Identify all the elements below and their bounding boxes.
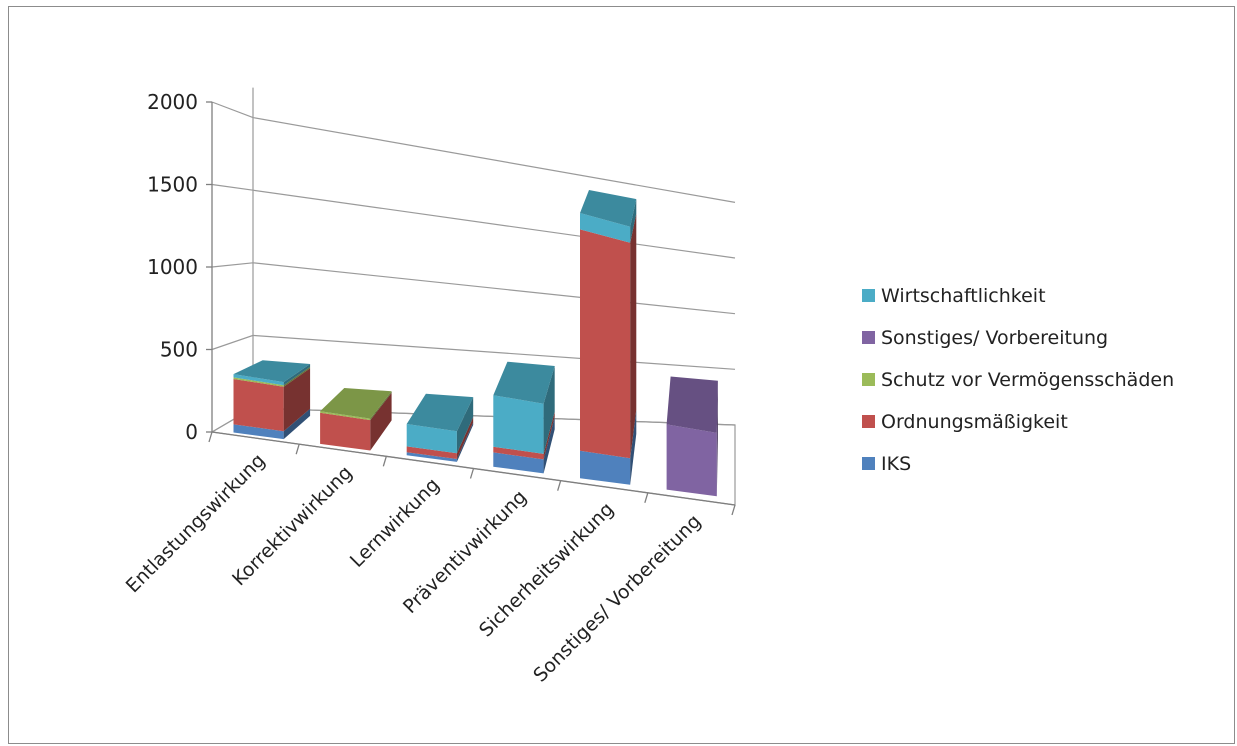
y-tick-label-3: 1500 [147, 173, 198, 197]
bar-side [283, 368, 311, 432]
bar-top [493, 361, 555, 404]
bar-0-2 [233, 366, 311, 387]
legend-label: Sonstiges/ Vorbereitung [881, 327, 1108, 349]
bar-0-1 [233, 368, 311, 432]
legend-item-3: Ordnungsmäßigkeit [862, 411, 1068, 433]
bar-side [283, 366, 311, 387]
bar-0-0 [233, 408, 311, 440]
bar-2-4 [406, 393, 474, 454]
bar-front [580, 450, 631, 485]
legend-label: Wirtschaftlichkeit [881, 285, 1046, 307]
bar-side [630, 199, 637, 243]
x-tick-mark-0 [208, 431, 213, 443]
bar-5-3 [666, 376, 718, 497]
bar-front [233, 377, 284, 387]
x-tick-mark-1 [295, 443, 300, 455]
bar-front [406, 446, 457, 459]
bar-side [456, 422, 474, 462]
bar-top [666, 376, 718, 433]
bar-0-4 [233, 360, 311, 386]
legend-item-1: Sonstiges/ Vorbereitung [862, 327, 1108, 349]
gridline-2 [211, 262, 736, 315]
bar-front [233, 424, 284, 440]
bar-3-4 [493, 361, 555, 454]
bar-4-4 [580, 190, 637, 243]
bar-front [406, 424, 457, 454]
gridline-1 [211, 334, 736, 370]
gridlines [210, 101, 736, 506]
bar-1-2 [320, 388, 392, 421]
bar-stack-1 [320, 388, 392, 451]
x-axis: EntlastungswirkungKorrektivwirkungLernwi… [122, 431, 736, 687]
legend-label: IKS [881, 453, 911, 475]
bar-stack-5 [666, 376, 718, 497]
legend-label: Schutz vor Vermögensschäden [881, 369, 1174, 391]
bar-side [543, 366, 555, 454]
legend-label: Ordnungsmäßigkeit [881, 411, 1068, 433]
x-tick-mark-4 [557, 480, 562, 491]
bar-front [320, 411, 371, 421]
bar-side [370, 392, 392, 451]
bar-front [580, 229, 631, 459]
legend-item-0: Wirtschaftlichkeit [862, 285, 1046, 307]
x-tick-mark-3 [469, 468, 475, 479]
bar-stack-2 [406, 393, 474, 462]
bar-top [406, 393, 474, 432]
bar-stack-3 [493, 361, 555, 474]
legend-item-4: IKS [862, 453, 911, 475]
y-tick-label-1: 500 [160, 338, 198, 362]
gridline-4 [211, 101, 736, 203]
bar-front [233, 379, 284, 432]
bar-stack-0 [233, 360, 311, 440]
bar-1-1 [320, 392, 392, 451]
y-axis: 0 500 1000 1500 2000 [147, 90, 213, 444]
bar-3-0 [493, 416, 555, 474]
bar-front [406, 452, 457, 462]
legend-swatch [862, 331, 875, 344]
bar-top [320, 388, 392, 419]
legend-swatch [862, 415, 875, 428]
bar-side [456, 417, 474, 459]
legend-swatch [862, 373, 875, 386]
bar-4-1 [580, 213, 637, 459]
y-tick-label-0: 0 [185, 420, 198, 444]
legend: Wirtschaftlichkeit Sonstiges/ Vorbereitun… [862, 285, 1174, 475]
bar-front [493, 446, 544, 460]
bar-side [543, 416, 555, 474]
legend-item-2: Schutz vor Vermögensschäden [862, 369, 1174, 391]
bar-3-1 [493, 411, 555, 460]
bar-side [283, 408, 311, 440]
bar-side [716, 380, 718, 497]
y-tick-label-4: 2000 [147, 90, 198, 114]
bar-front [320, 412, 371, 451]
bar-side [630, 409, 637, 485]
bar-front [493, 452, 544, 474]
bar-top [233, 360, 311, 383]
bar-side [630, 213, 637, 459]
x-tick-mark-5 [644, 492, 649, 504]
x-tick-label-2: Lernwirkung [346, 474, 444, 572]
x-tick-mark-2 [382, 456, 387, 467]
bar-front [666, 424, 717, 497]
bar-stack-4 [580, 190, 637, 485]
x-tick-mark-6 [731, 504, 736, 516]
bar-2-0 [406, 422, 474, 462]
bar-2-1 [406, 417, 474, 459]
bar-front [233, 374, 284, 386]
bar-front [493, 395, 544, 454]
x-tick-label-5: Sonstiges/ Vorbereitung [529, 510, 705, 686]
bar-4-0 [580, 409, 637, 485]
bar-side [456, 397, 474, 454]
bar-front [580, 213, 631, 243]
bar-side [543, 411, 555, 460]
bars [233, 190, 718, 497]
bar-top [580, 190, 637, 227]
bar-side [370, 391, 392, 421]
legend-swatch [862, 457, 875, 470]
gridline-3 [211, 183, 736, 259]
y-tick-label-2: 1000 [147, 255, 198, 279]
legend-swatch [862, 289, 875, 302]
bar-side [283, 364, 311, 386]
